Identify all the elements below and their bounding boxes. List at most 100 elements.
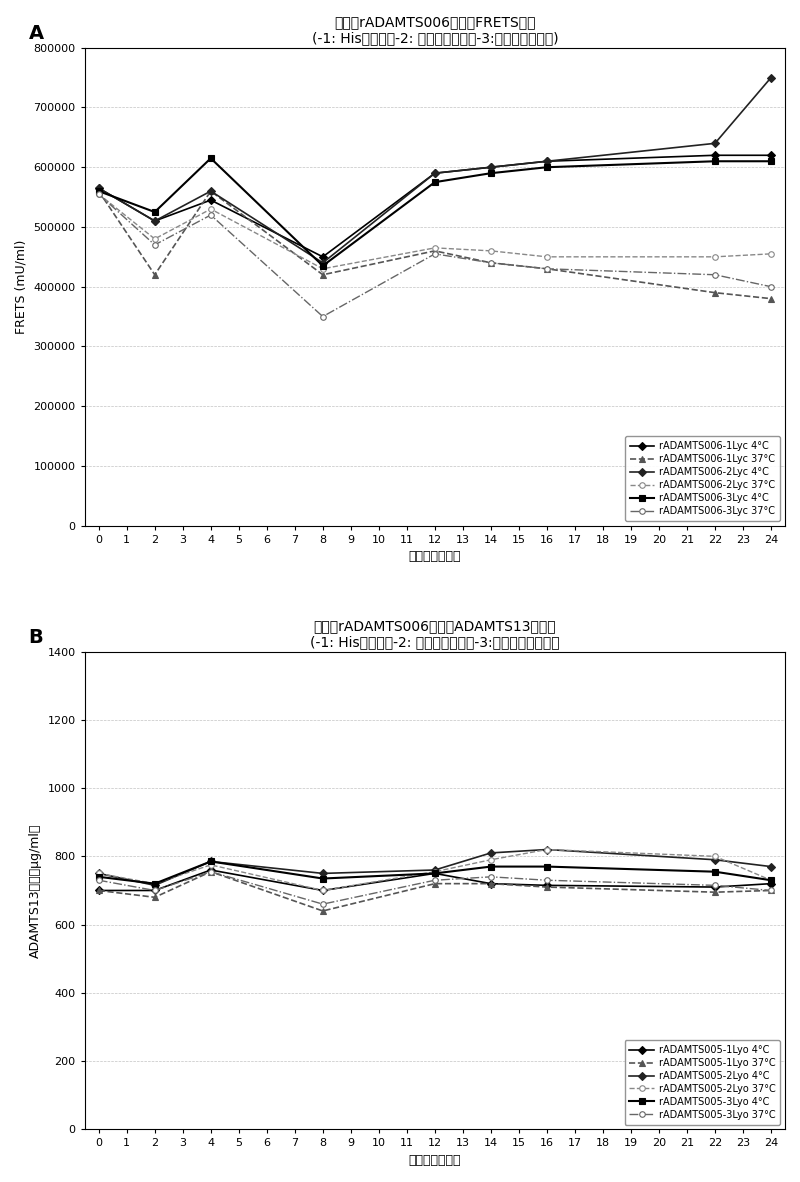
X-axis label: 储存时间［周］: 储存时间［周］ (409, 551, 461, 563)
rADAMTS006-3Lyc 4°C (206, 151, 215, 165)
rADAMTS005-3Lyo 4°C (766, 873, 776, 888)
rADAMTS006-1Lyc 4°C (206, 193, 215, 207)
rADAMTS005-3Lyo 4°C (542, 859, 552, 873)
rADAMTS005-1Lyo 4°C (94, 883, 103, 897)
rADAMTS006-2Lyc 37°C (94, 187, 103, 201)
rADAMTS006-2Lyc 37°C (206, 202, 215, 216)
rADAMTS006-3Lyc 37°C (710, 267, 720, 281)
rADAMTS006-2Lyc 4°C (430, 167, 440, 181)
rADAMTS006-3Lyc 4°C (542, 160, 552, 174)
rADAMTS006-3Lyc 4°C (486, 167, 496, 181)
Line: rADAMTS005-3Lyo 37°C: rADAMTS005-3Lyo 37°C (96, 869, 774, 907)
rADAMTS005-2Lyo 4°C (318, 866, 328, 881)
rADAMTS005-3Lyo 37°C (766, 883, 776, 897)
Line: rADAMTS005-2Lyo 37°C: rADAMTS005-2Lyo 37°C (96, 846, 774, 894)
rADAMTS006-1Lyc 4°C (710, 148, 720, 162)
rADAMTS005-2Lyo 4°C (206, 855, 215, 869)
rADAMTS005-3Lyo 37°C (486, 870, 496, 884)
rADAMTS006-3Lyc 4°C (766, 154, 776, 168)
rADAMTS005-2Lyo 37°C (766, 873, 776, 888)
rADAMTS005-2Lyo 4°C (94, 866, 103, 881)
Line: rADAMTS006-2Lyc 37°C: rADAMTS006-2Lyc 37°C (96, 191, 774, 272)
rADAMTS006-1Lyc 4°C (430, 167, 440, 181)
rADAMTS005-1Lyo 4°C (766, 877, 776, 891)
rADAMTS005-1Lyo 4°C (150, 883, 159, 897)
Line: rADAMTS005-1Lyo 37°C: rADAMTS005-1Lyo 37°C (96, 869, 774, 914)
rADAMTS006-3Lyc 4°C (94, 184, 103, 199)
rADAMTS005-2Lyo 37°C (206, 858, 215, 872)
rADAMTS005-1Lyo 37°C (430, 877, 440, 891)
rADAMTS006-2Lyc 37°C (710, 249, 720, 264)
rADAMTS006-2Lyc 4°C (766, 71, 776, 85)
Line: rADAMTS006-1Lyc 37°C: rADAMTS006-1Lyc 37°C (96, 188, 774, 301)
Line: rADAMTS005-1Lyo 4°C: rADAMTS005-1Lyo 4°C (96, 868, 774, 894)
rADAMTS005-3Lyo 4°C (430, 866, 440, 881)
rADAMTS006-2Lyc 4°C (710, 136, 720, 150)
rADAMTS006-1Lyc 37°C (710, 286, 720, 300)
rADAMTS005-1Lyo 37°C (542, 879, 552, 894)
rADAMTS006-2Lyc 37°C (766, 247, 776, 261)
rADAMTS005-2Lyo 37°C (710, 849, 720, 863)
rADAMTS006-2Lyc 37°C (430, 241, 440, 255)
rADAMTS006-1Lyc 37°C (542, 261, 552, 275)
rADAMTS005-3Lyo 37°C (94, 873, 103, 888)
Line: rADAMTS006-2Lyc 4°C: rADAMTS006-2Lyc 4°C (96, 74, 774, 266)
Legend: rADAMTS005-1Lyo 4°C, rADAMTS005-1Lyo 37°C, rADAMTS005-2Lyo 4°C, rADAMTS005-2Lyo : rADAMTS005-1Lyo 4°C, rADAMTS005-1Lyo 37°… (625, 1040, 780, 1124)
rADAMTS006-2Lyc 4°C (150, 214, 159, 228)
rADAMTS005-2Lyo 37°C (542, 843, 552, 857)
Y-axis label: ADAMTS13抗原（μg/ml）: ADAMTS13抗原（μg/ml） (29, 824, 42, 957)
rADAMTS005-2Lyo 4°C (486, 846, 496, 860)
rADAMTS006-3Lyc 37°C (206, 208, 215, 222)
rADAMTS006-2Lyc 37°C (542, 249, 552, 264)
rADAMTS006-2Lyc 4°C (486, 160, 496, 174)
rADAMTS005-1Lyo 4°C (318, 883, 328, 897)
rADAMTS006-1Lyc 37°C (766, 292, 776, 306)
rADAMTS005-3Lyo 4°C (318, 871, 328, 885)
rADAMTS006-1Lyc 4°C (94, 181, 103, 195)
rADAMTS006-3Lyc 37°C (486, 255, 496, 269)
rADAMTS006-1Lyc 4°C (318, 249, 328, 264)
rADAMTS005-1Lyo 37°C (94, 883, 103, 897)
rADAMTS005-1Lyo 37°C (486, 877, 496, 891)
rADAMTS006-1Lyc 37°C (486, 255, 496, 269)
rADAMTS006-1Lyc 4°C (150, 214, 159, 228)
rADAMTS006-1Lyc 37°C (430, 243, 440, 258)
rADAMTS006-3Lyc 37°C (94, 187, 103, 201)
rADAMTS005-1Lyo 4°C (710, 879, 720, 894)
rADAMTS005-1Lyo 4°C (486, 877, 496, 891)
rADAMTS005-2Lyo 4°C (150, 878, 159, 892)
rADAMTS006-2Lyc 4°C (94, 181, 103, 195)
rADAMTS006-3Lyc 4°C (710, 154, 720, 168)
X-axis label: 储存时间［周］: 储存时间［周］ (409, 1154, 461, 1167)
Y-axis label: FRETS (mU/ml): FRETS (mU/ml) (15, 240, 28, 333)
rADAMTS006-1Lyc 37°C (206, 184, 215, 199)
rADAMTS006-2Lyc 4°C (206, 184, 215, 199)
Line: rADAMTS005-3Lyo 4°C: rADAMTS005-3Lyo 4°C (95, 858, 774, 888)
rADAMTS006-3Lyc 37°C (542, 261, 552, 275)
rADAMTS005-2Lyo 37°C (150, 877, 159, 891)
rADAMTS006-1Lyc 4°C (486, 160, 496, 174)
rADAMTS005-1Lyo 37°C (150, 890, 159, 904)
rADAMTS005-3Lyo 37°C (710, 878, 720, 892)
rADAMTS006-2Lyc 37°C (150, 232, 159, 246)
rADAMTS006-3Lyc 4°C (150, 204, 159, 219)
Line: rADAMTS006-1Lyc 4°C: rADAMTS006-1Lyc 4°C (96, 152, 774, 260)
Text: A: A (29, 24, 44, 43)
rADAMTS005-1Lyo 37°C (766, 883, 776, 897)
rADAMTS006-2Lyc 4°C (542, 154, 552, 168)
rADAMTS005-3Lyo 37°C (318, 897, 328, 911)
rADAMTS006-3Lyc 4°C (430, 175, 440, 189)
rADAMTS005-3Lyo 37°C (430, 873, 440, 888)
rADAMTS006-3Lyc 37°C (318, 310, 328, 324)
rADAMTS005-2Lyo 37°C (486, 852, 496, 866)
rADAMTS006-1Lyc 4°C (542, 154, 552, 168)
rADAMTS005-2Lyo 4°C (766, 859, 776, 873)
rADAMTS006-3Lyc 37°C (150, 238, 159, 252)
rADAMTS005-1Lyo 37°C (710, 885, 720, 900)
rADAMTS005-3Lyo 4°C (710, 864, 720, 878)
rADAMTS006-1Lyc 4°C (766, 148, 776, 162)
rADAMTS005-3Lyo 37°C (150, 883, 159, 897)
Title: 冻干的rADAMTS006制剂的FRETS活性
(-1: His缓冲液；-2: 磷酸盐缓冲液；-3:柠檬酸盐缓冲液): 冻干的rADAMTS006制剂的FRETS活性 (-1: His缓冲液；-2: … (311, 15, 558, 45)
rADAMTS005-2Lyo 4°C (710, 852, 720, 866)
rADAMTS005-3Lyo 37°C (206, 864, 215, 878)
